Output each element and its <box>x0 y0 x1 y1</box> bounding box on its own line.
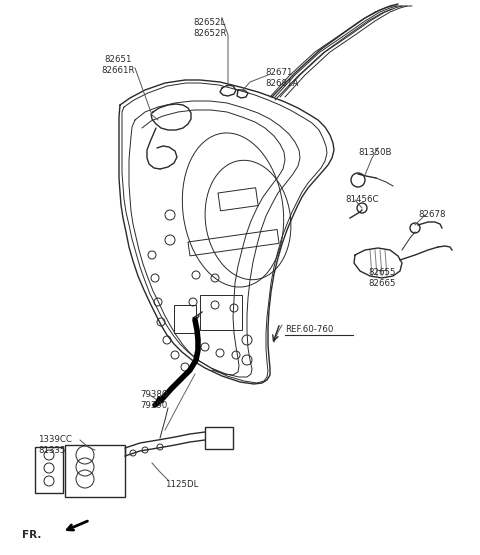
Text: FR.: FR. <box>22 530 41 540</box>
Text: 82652L
82652R: 82652L 82652R <box>193 18 227 38</box>
Bar <box>188 229 279 256</box>
Text: 79380
79390: 79380 79390 <box>140 390 168 410</box>
Text: 82678: 82678 <box>418 210 445 219</box>
Text: REF.60-760: REF.60-760 <box>285 325 334 334</box>
Bar <box>200 295 242 330</box>
Bar <box>65 445 125 497</box>
Text: 81350B: 81350B <box>358 148 392 157</box>
Text: 1125DL: 1125DL <box>165 480 198 489</box>
Text: 82671
82681A: 82671 82681A <box>265 68 299 88</box>
Text: 82651
82661R: 82651 82661R <box>101 55 135 75</box>
Text: 82655
82665: 82655 82665 <box>368 268 396 288</box>
Bar <box>205 427 233 449</box>
Text: 1339CC
81335: 1339CC 81335 <box>38 435 72 455</box>
Bar <box>174 305 196 333</box>
Text: 81456C: 81456C <box>345 195 379 204</box>
Bar <box>218 188 258 211</box>
Bar <box>35 447 63 493</box>
